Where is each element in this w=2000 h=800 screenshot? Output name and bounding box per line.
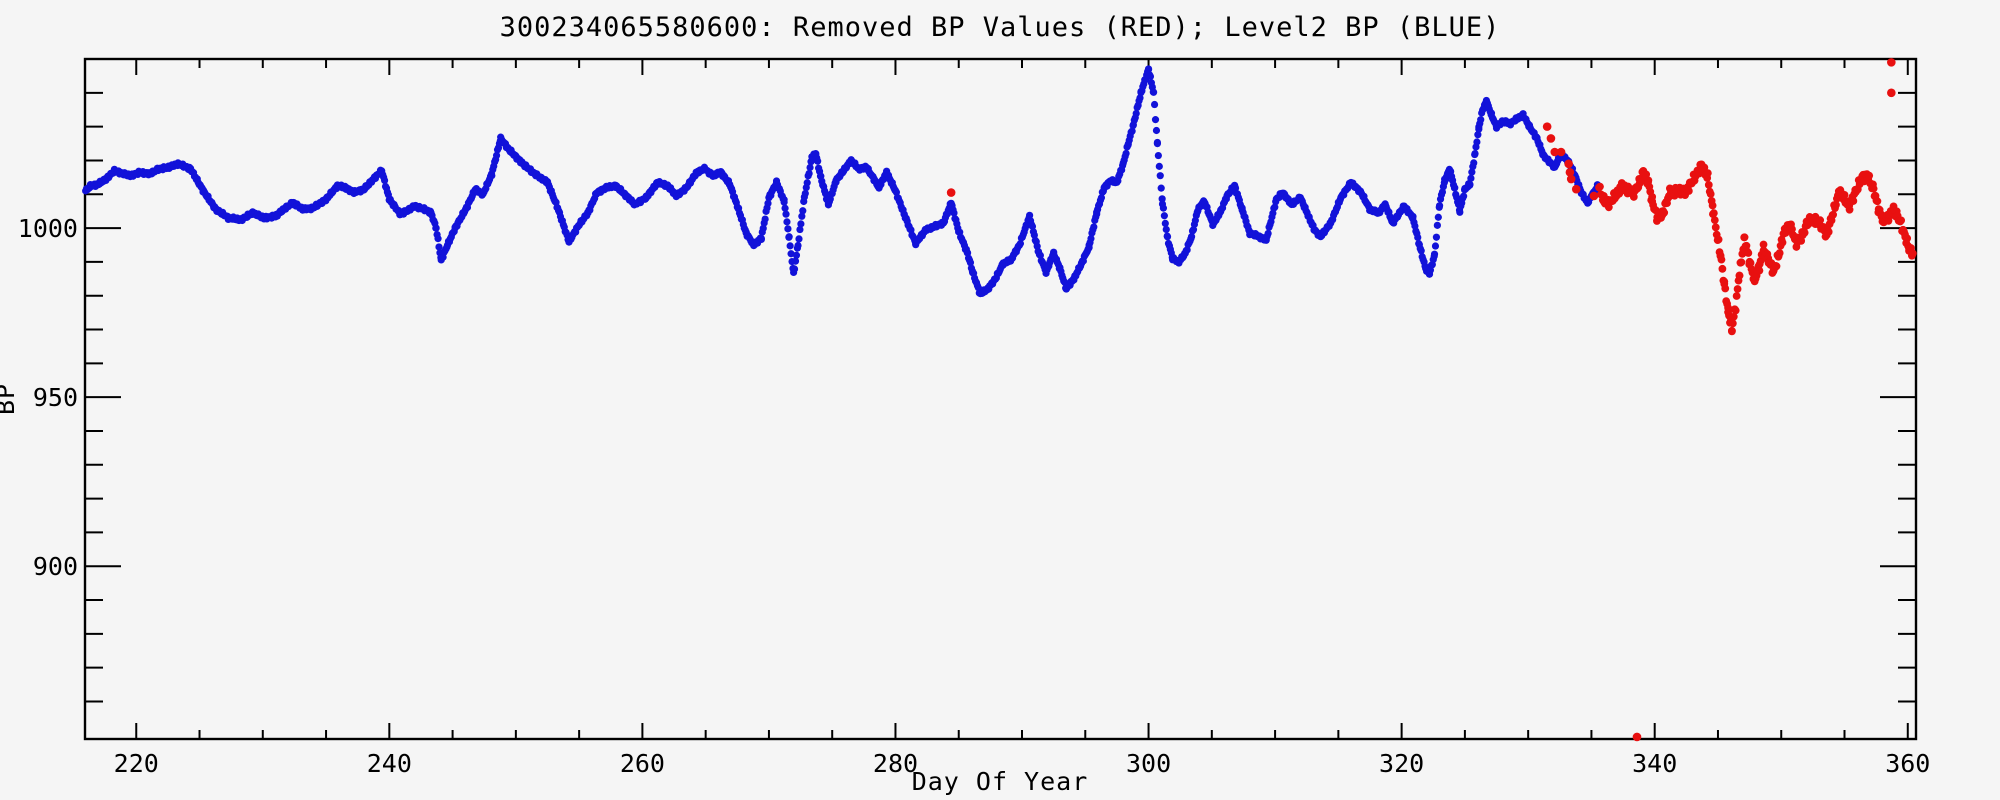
- x-tick-label: 220: [114, 749, 159, 778]
- x-tick-label: 300: [1126, 749, 1171, 778]
- outlier-dot: [1571, 184, 1581, 194]
- x-tick-label: 260: [620, 749, 665, 778]
- axes-layer: [83, 57, 1918, 741]
- tick-label-layer: 220 240 260 280 300 320 340 360 900 950 1000: [18, 214, 1931, 778]
- y-tick-label: 1000: [18, 214, 78, 243]
- series-red: [946, 58, 1896, 742]
- series-blue: [82, 65, 1602, 298]
- x-tick-label: 280: [873, 749, 918, 778]
- x-tick-label: 240: [367, 749, 412, 778]
- outlier-dot: [946, 188, 956, 197]
- outlier-dot: [1564, 159, 1573, 169]
- outlier-dot: [1589, 191, 1599, 201]
- outlier-dot: [1565, 167, 1575, 177]
- outlier-dot: [1546, 134, 1556, 143]
- x-tick-label: 340: [1632, 749, 1677, 778]
- plot-border: [83, 57, 1918, 741]
- y-tick-label: 950: [33, 383, 78, 412]
- chart-title: 300234065580600: Removed BP Values (RED)…: [500, 12, 1501, 43]
- y-tick-label: 900: [33, 552, 78, 581]
- x-axis-label: Day Of Year: [912, 767, 1089, 796]
- x-tick-label: 360: [1885, 749, 1930, 778]
- x-tick-label: 320: [1379, 749, 1424, 778]
- series-red: [1595, 160, 1917, 336]
- outlier-dot: [1632, 732, 1642, 742]
- y-axis-label: BP: [0, 383, 20, 415]
- data-series-layer: [82, 58, 1917, 742]
- outlier-dot: [1550, 147, 1560, 157]
- outlier-dot: [1887, 58, 1896, 67]
- outlier-dot: [1556, 147, 1566, 157]
- outlier-dot: [1887, 88, 1896, 98]
- outlier-dot: [1566, 174, 1576, 184]
- outlier-dot: [1542, 122, 1552, 131]
